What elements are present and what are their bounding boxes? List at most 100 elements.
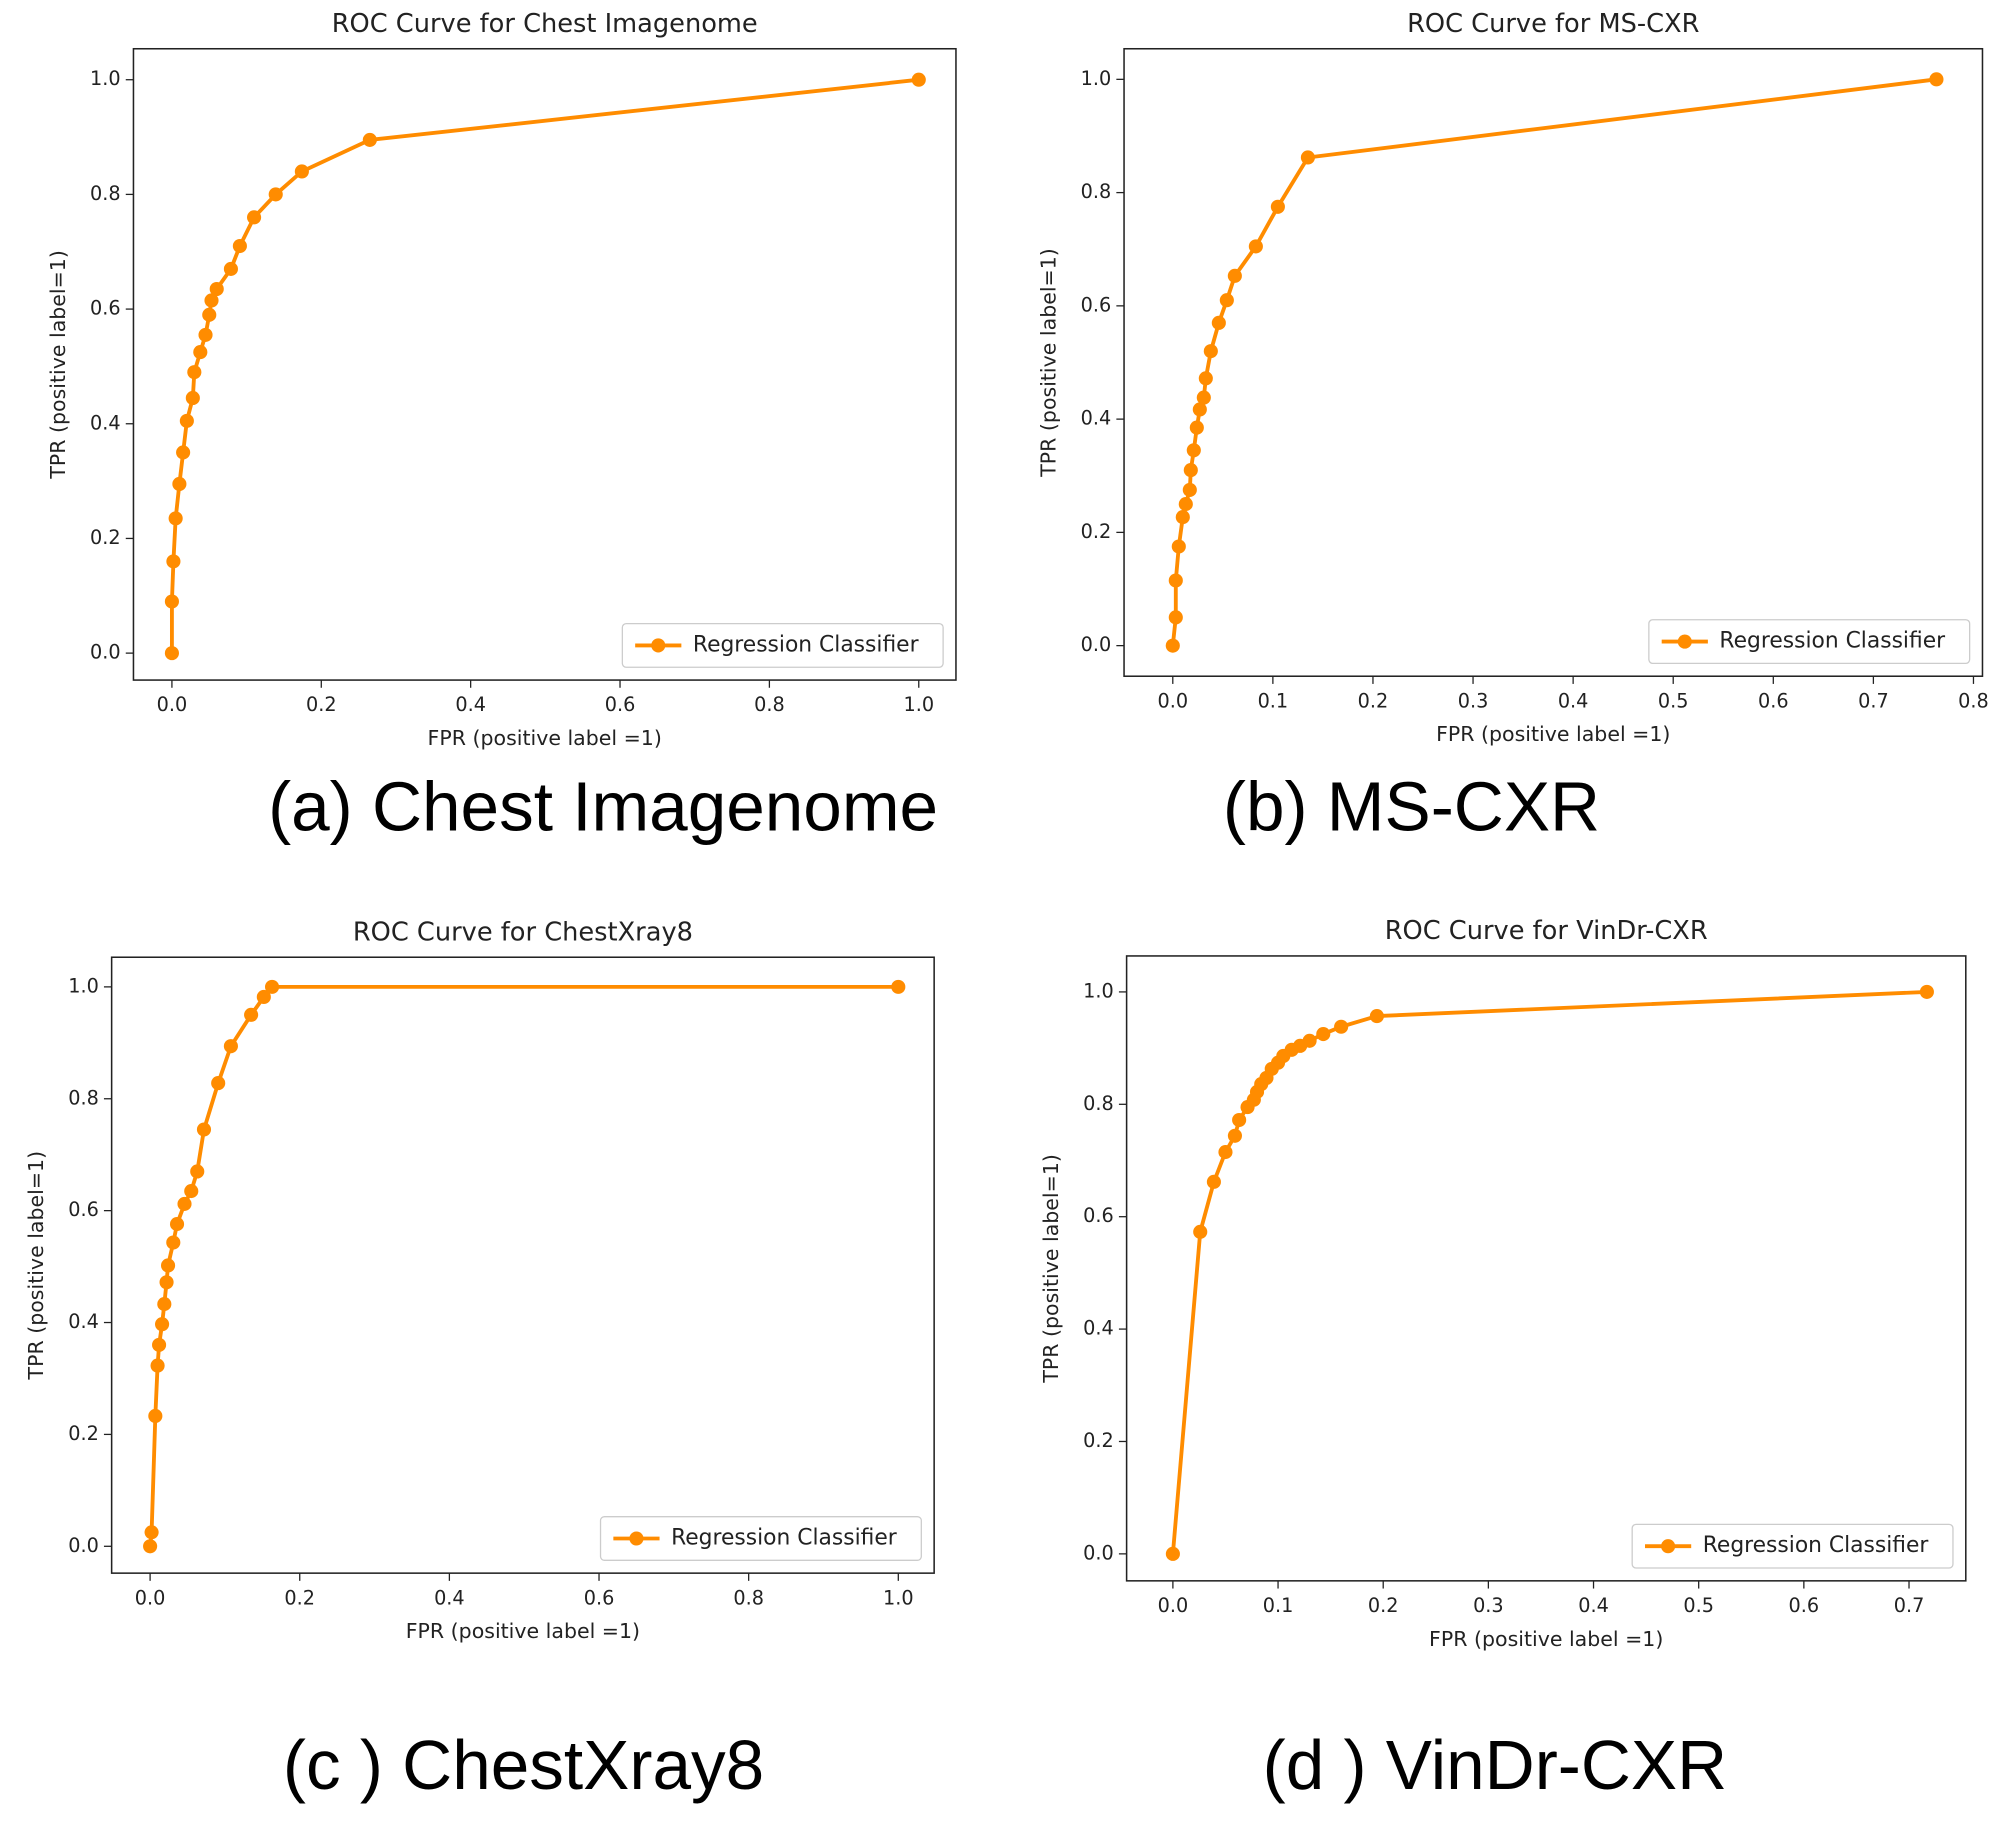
caption: (b) MS-CXR	[1223, 768, 1600, 846]
legend-box	[1631, 1523, 1954, 1569]
legend-box	[599, 1516, 922, 1561]
point	[211, 1076, 226, 1091]
point	[176, 445, 191, 460]
x-tick-label: 0.7	[1858, 689, 1889, 712]
x-axis-label: FPR (positive label =1)	[428, 726, 662, 750]
point	[150, 1358, 165, 1373]
y-tick-label: 0.0	[68, 1534, 99, 1557]
caption: (a) Chest Imagenome	[268, 768, 938, 846]
point	[1227, 1128, 1242, 1143]
chart-panel: ROC Curve for ChestXray8 (c ) ChestXray8 0…	[24, 917, 935, 1804]
x-tick-label: 0.4	[1558, 689, 1589, 712]
y-tick-label: 0.6	[1083, 1204, 1114, 1227]
legend-label: Regression Classifier	[693, 632, 919, 657]
series-line	[148, 984, 899, 1547]
point	[1203, 344, 1218, 359]
point	[161, 1258, 176, 1273]
point	[190, 1164, 205, 1179]
point	[155, 1317, 170, 1332]
point	[177, 1196, 192, 1211]
legend-marker	[651, 638, 666, 653]
point	[294, 164, 309, 179]
point	[232, 238, 247, 254]
point	[244, 1007, 259, 1022]
y-tick-label: 0.6	[1081, 293, 1112, 316]
y-tick-label: 0.0	[90, 641, 121, 664]
point	[1168, 610, 1183, 625]
point	[1248, 239, 1263, 254]
y-tick-label: 0.4	[68, 1310, 99, 1333]
chart-title: ROC Curve for ChestXray8	[353, 917, 693, 947]
y-axis-label: TPR (positive label=1)	[1037, 248, 1061, 478]
y-tick-label: 0.8	[1081, 180, 1112, 203]
point	[362, 132, 377, 147]
point	[891, 979, 906, 994]
point	[152, 1337, 167, 1352]
y-tick-label: 0.8	[90, 182, 121, 205]
point	[202, 307, 217, 322]
point	[1196, 390, 1211, 405]
plot-frame	[132, 47, 957, 681]
point	[1183, 463, 1198, 478]
point	[1302, 1033, 1317, 1048]
chart-title: ROC Curve for VinDr-CXR	[1385, 916, 1708, 946]
y-tick-label: 0.2	[90, 526, 121, 549]
point	[1178, 497, 1193, 512]
y-tick-label: 1.0	[1083, 979, 1114, 1002]
point	[148, 1408, 163, 1424]
x-tick-label: 1.0	[903, 693, 934, 716]
x-tick-label: 0.6	[1758, 689, 1789, 712]
x-tick-label: 0.1	[1258, 689, 1289, 712]
point	[268, 187, 283, 202]
x-tick-label: 0.6	[605, 693, 636, 716]
x-tick-label: 0.4	[455, 693, 486, 716]
x-tick-label: 0.8	[1958, 689, 1989, 712]
point	[1165, 638, 1180, 653]
chart-panel: ROC Curve for MS-CXR (b) MS-CXR 0.0 0.1 0.2 0…	[1037, 9, 1989, 846]
point	[196, 1122, 212, 1137]
legend-label: Regression Classifier	[1703, 1533, 1929, 1558]
point	[223, 261, 238, 277]
x-tick-label: 0.0	[1157, 689, 1188, 712]
x-tick-label: 0.2	[1358, 689, 1389, 712]
x-tick-label: 0.4	[1578, 1594, 1609, 1617]
plot-frame	[1125, 955, 1967, 1582]
point	[164, 646, 179, 661]
point	[164, 594, 179, 609]
point	[1165, 1546, 1180, 1561]
y-axis-label: TPR (positive label=1)	[46, 250, 70, 480]
series-line	[1170, 989, 1927, 1555]
x-axis-label: FPR (positive label =1)	[1436, 722, 1670, 746]
x-tick-label: 0.2	[284, 1586, 315, 1609]
legend-marker	[1677, 634, 1692, 649]
series-line	[169, 77, 919, 654]
x-tick-label: 0.7	[1894, 1594, 1925, 1617]
chart-title: ROC Curve for MS-CXR	[1407, 9, 1700, 39]
point	[1232, 1112, 1247, 1128]
y-tick-label: 1.0	[90, 67, 121, 90]
series-line	[1170, 77, 1937, 646]
point	[1192, 402, 1207, 417]
x-tick-label: 0.5	[1658, 689, 1689, 712]
point	[1171, 539, 1186, 554]
plot-frame	[1123, 47, 1984, 677]
y-tick-label: 0.0	[1083, 1541, 1114, 1564]
legend-marker	[629, 1531, 644, 1546]
y-tick-label: 0.2	[1081, 520, 1112, 543]
x-tick-label: 1.0	[883, 1586, 914, 1609]
x-tick-label: 0.6	[1789, 1594, 1820, 1617]
point	[166, 1235, 181, 1250]
x-axis-label: FPR (positive label =1)	[406, 1619, 640, 1643]
point	[157, 1297, 172, 1312]
legend-label: Regression Classifier	[1719, 629, 1945, 654]
plot-frame	[110, 956, 935, 1574]
point	[204, 293, 219, 308]
point	[1270, 199, 1285, 214]
point	[168, 511, 183, 526]
point	[1219, 293, 1234, 308]
point	[209, 281, 224, 297]
x-tick-label: 0.8	[733, 1586, 764, 1609]
x-tick-label: 0.2	[306, 693, 337, 716]
point	[179, 413, 194, 428]
